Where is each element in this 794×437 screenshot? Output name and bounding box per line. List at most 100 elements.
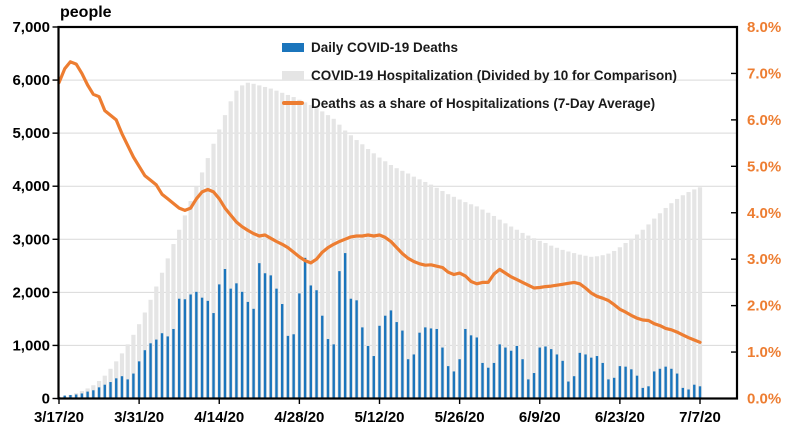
death-bar <box>263 273 267 399</box>
death-bar <box>137 361 141 399</box>
death-bar <box>641 387 644 399</box>
death-bar <box>258 263 261 399</box>
death-bar <box>189 294 192 399</box>
death-bar <box>246 301 250 399</box>
death-bar <box>395 322 398 399</box>
y-right-tick-label: 8.0% <box>747 19 781 36</box>
hospitalization-bar <box>217 129 222 399</box>
death-bar <box>120 376 124 399</box>
hospitalization-bar <box>646 224 651 399</box>
death-bar <box>630 369 633 399</box>
death-bar <box>532 373 536 399</box>
hospitalization-bar <box>337 124 342 399</box>
hospitalization-bar <box>451 196 457 399</box>
death-bar <box>452 371 456 399</box>
hospitalization-bar <box>566 251 571 399</box>
hospitalization-bar <box>686 192 691 399</box>
hospitalization-bar <box>663 207 668 399</box>
hospitalization-bar <box>377 157 382 399</box>
death-bar <box>607 379 610 399</box>
hospitalization-bar <box>612 250 617 399</box>
hospitalization-bar <box>297 99 302 399</box>
deaths-bars <box>57 253 702 399</box>
y-left-tick-label: 7,000 <box>12 19 50 36</box>
death-bar <box>446 366 450 399</box>
death-bar <box>269 275 272 399</box>
hospitalization-bar <box>383 161 388 399</box>
hospitalization-bar <box>549 245 554 399</box>
death-bar <box>498 344 501 399</box>
hospitalization-bar <box>434 187 439 399</box>
hospitalization-bar <box>119 353 125 399</box>
death-bar <box>206 300 210 399</box>
death-bar <box>183 299 187 399</box>
hospitalization-bar <box>480 209 485 399</box>
death-bar <box>160 333 164 399</box>
hospitalization-bar <box>411 176 416 399</box>
x-tick-label: 5/12/20 <box>354 409 404 426</box>
y-right-tick-label: 5.0% <box>747 158 781 175</box>
death-bar <box>412 354 416 399</box>
death-bar <box>109 382 112 399</box>
y-right-tick-label: 2.0% <box>747 298 781 315</box>
death-bar <box>635 375 639 399</box>
death-bar <box>315 290 318 399</box>
hospitalization-bar <box>520 232 525 399</box>
death-bar <box>664 366 667 399</box>
y-left-tick-label: 5,000 <box>12 125 50 142</box>
legend-label-deaths: Daily COVID-19 Deaths <box>311 39 459 55</box>
x-tick-label: 6/9/20 <box>519 409 561 426</box>
legend-label-hospitalization: COVID-19 Hospitalization (Divided by 10 … <box>311 67 678 83</box>
death-bar <box>281 304 284 399</box>
death-bar <box>544 346 547 399</box>
death-bar <box>218 284 221 399</box>
death-bar <box>401 330 404 399</box>
death-bar <box>63 395 66 399</box>
death-bar <box>601 362 604 399</box>
hospitalization-bar <box>371 153 376 399</box>
death-bar <box>275 288 278 399</box>
death-bar <box>504 347 507 399</box>
death-bar <box>132 373 135 399</box>
hospitalization-bar <box>623 243 628 399</box>
hospitalization-bar <box>245 82 250 399</box>
hospitalization-bar <box>394 168 399 399</box>
hospitalization-bar <box>211 143 216 399</box>
hospitalization-bar <box>652 218 657 399</box>
death-bar <box>578 352 582 399</box>
y-right-tick-label: 7.0% <box>747 65 781 82</box>
hospitalization-bar <box>600 255 605 399</box>
hospitalization-bar <box>348 135 353 399</box>
death-bar <box>584 354 587 399</box>
hospitalization-bar <box>314 108 319 399</box>
death-bar <box>406 359 410 399</box>
hospitalization-bar <box>531 238 537 399</box>
death-bar <box>223 269 227 399</box>
hospitalization-bar <box>428 184 434 399</box>
hospitalization-bar <box>509 226 514 399</box>
hospitalization-bar <box>617 247 622 399</box>
y-left-tick-label: 1,000 <box>12 337 50 354</box>
death-bar <box>561 360 564 399</box>
death-bar <box>572 376 576 399</box>
hospitalization-bar <box>320 111 325 399</box>
death-bar <box>69 395 72 399</box>
hospitalization-bar <box>640 229 645 399</box>
death-bar <box>366 345 370 399</box>
hospitalization-bar <box>205 158 210 399</box>
hospitalization-bar <box>308 105 313 399</box>
death-bar <box>235 283 238 399</box>
hospitalization-bar <box>594 256 600 399</box>
death-bar <box>326 339 330 399</box>
death-bar <box>527 379 530 399</box>
hospitalization-bar <box>331 118 336 399</box>
death-bar <box>86 391 89 399</box>
death-bar <box>349 298 353 399</box>
hospitalization-swatch <box>282 70 304 80</box>
y-left-tick-label: 3,000 <box>12 231 50 248</box>
hospitalization-bar <box>474 206 479 399</box>
death-bar <box>115 378 118 399</box>
hospitalization-bar <box>697 187 703 399</box>
hospitalization-bar <box>257 85 262 399</box>
